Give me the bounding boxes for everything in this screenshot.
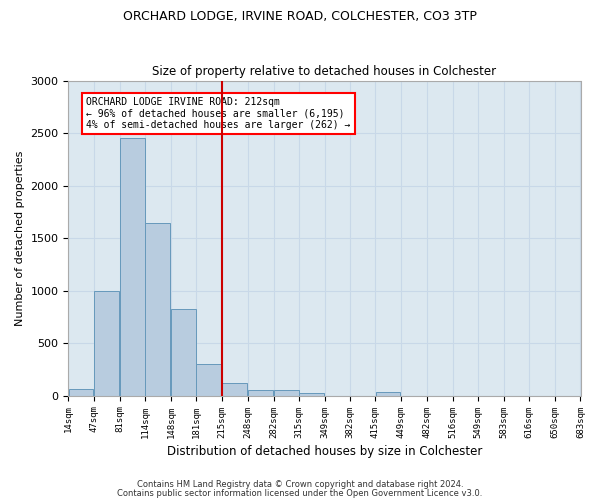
Bar (223, 383, 247, 396)
Text: ORCHARD LODGE, IRVINE ROAD, COLCHESTER, CO3 3TP: ORCHARD LODGE, IRVINE ROAD, COLCHESTER, … (123, 10, 477, 23)
Text: Contains public sector information licensed under the Open Government Licence v3: Contains public sector information licen… (118, 489, 482, 498)
Bar (299, 394, 324, 396)
Bar (376, 392, 400, 396)
Bar (120, 138, 145, 396)
Bar (274, 390, 299, 396)
Text: ORCHARD LODGE IRVINE ROAD: 212sqm
← 96% of detached houses are smaller (6,195)
4: ORCHARD LODGE IRVINE ROAD: 212sqm ← 96% … (86, 97, 351, 130)
Bar (145, 222, 170, 396)
Y-axis label: Number of detached properties: Number of detached properties (15, 150, 25, 326)
Bar (196, 364, 221, 396)
Bar (68, 390, 94, 396)
Bar (171, 308, 196, 396)
Text: Contains HM Land Registry data © Crown copyright and database right 2024.: Contains HM Land Registry data © Crown c… (137, 480, 463, 489)
X-axis label: Distribution of detached houses by size in Colchester: Distribution of detached houses by size … (167, 444, 482, 458)
Bar (248, 390, 272, 396)
Title: Size of property relative to detached houses in Colchester: Size of property relative to detached ho… (152, 66, 497, 78)
Bar (94, 290, 119, 396)
